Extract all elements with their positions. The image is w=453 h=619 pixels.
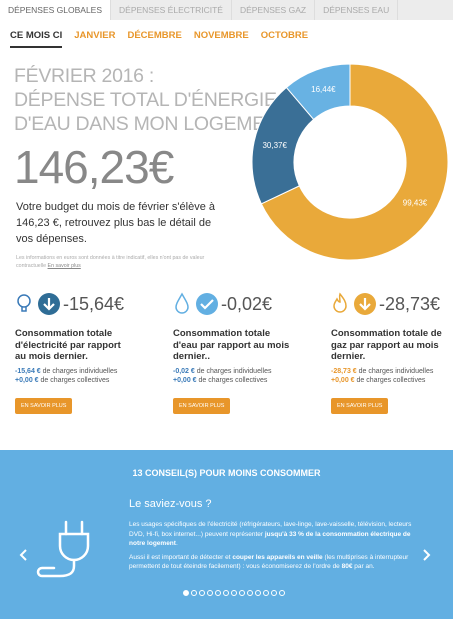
card-icons bbox=[333, 292, 376, 315]
carousel-dot[interactable] bbox=[191, 590, 197, 596]
card-icons bbox=[175, 292, 218, 315]
card-details: -28,73 € de charges individuelles +0,00 €… bbox=[331, 368, 433, 385]
collective: +0,00 € bbox=[331, 376, 355, 384]
collective: +0,00 € bbox=[173, 376, 197, 384]
summary-text: Votre budget du mois de février s'élève … bbox=[16, 201, 215, 245]
card-amount: -28,73€ bbox=[379, 294, 441, 314]
donut-slice bbox=[285, 63, 351, 121]
card-title: Consommation totale de gaz par rapport a… bbox=[331, 328, 442, 362]
collective-text: de charges collectives bbox=[198, 376, 268, 384]
more-button[interactable]: EN SAVOIR PLUS bbox=[173, 398, 231, 414]
card-icons bbox=[17, 293, 60, 315]
tab[interactable]: DÉPENSES EAU bbox=[315, 0, 399, 20]
card-amount: -0,02€ bbox=[221, 294, 273, 314]
tip-text: (les multiprises à interrupteur permette… bbox=[129, 553, 409, 571]
tab-bar: DÉPENSES GLOBALES DÉPENSES ÉLECTRICITÉ D… bbox=[0, 0, 453, 20]
period-tab[interactable]: DÉCEMBRE bbox=[127, 30, 182, 41]
individual-text: de charges individuelles bbox=[358, 368, 434, 375]
individual: -28,73 € bbox=[331, 368, 357, 375]
tip-text: . bbox=[175, 540, 178, 547]
card-title: Consommation totale d'eau par rapport au… bbox=[173, 328, 290, 362]
collective: +0,00 € bbox=[15, 376, 39, 384]
plug-icon bbox=[36, 520, 90, 578]
more-button[interactable]: EN SAVOIR PLUS bbox=[331, 398, 389, 414]
tab[interactable]: DÉPENSES ÉLECTRICITÉ bbox=[111, 0, 232, 20]
next-arrow[interactable] bbox=[422, 548, 432, 562]
heading: FÉVRIER 2016 : DÉPENSE TOTAL D'ÉNERGIE &… bbox=[14, 64, 295, 136]
tips-body: Les usages spécifiques de l'électricité … bbox=[129, 520, 427, 576]
tip-text: Les usages spécifiques de l'électricité … bbox=[129, 521, 412, 538]
donut-slice bbox=[260, 63, 449, 261]
period-tab[interactable]: JANVIER bbox=[74, 30, 116, 41]
carousel-dot[interactable] bbox=[279, 590, 285, 596]
tips-section: 13 CONSEIL(S) POUR MOINS CONSOMMER Le sa… bbox=[0, 450, 453, 619]
slice-label: 30,37€ bbox=[262, 141, 287, 150]
individual-text: de charges individuelles bbox=[196, 368, 272, 375]
collective-text: de charges collectives bbox=[40, 376, 110, 384]
slice-label: 99,43€ bbox=[403, 198, 428, 207]
period-tab[interactable]: NOVEMBRE bbox=[193, 30, 249, 41]
carousel-dot[interactable] bbox=[247, 590, 253, 596]
card-details: -0,02 € de charges individuelles +0,00 € … bbox=[173, 368, 271, 385]
carousel-dot[interactable] bbox=[183, 590, 189, 596]
note-text: Les informations en euros sont données à… bbox=[16, 255, 205, 269]
note: Les informations en euros sont données à… bbox=[16, 254, 216, 270]
period-tab[interactable]: CE MOIS CI bbox=[10, 30, 63, 48]
card-amount: -15,64€ bbox=[63, 294, 125, 314]
donut-chart: 99,43€ 30,37€ 16,44€ bbox=[251, 63, 449, 261]
period-nav: CE MOIS CI JANVIER DÉCEMBRE NOVEMBRE OCT… bbox=[10, 30, 308, 48]
note-link[interactable]: En savoir plus bbox=[47, 263, 81, 269]
slice-label: 16,44€ bbox=[311, 85, 336, 94]
tip-paragraph: Aussi il est important de détecter et co… bbox=[129, 553, 427, 572]
carousel-dot[interactable] bbox=[215, 590, 221, 596]
prev-arrow[interactable] bbox=[18, 548, 28, 562]
individual-text: de charges individuelles bbox=[42, 368, 118, 375]
tips-title: 13 CONSEIL(S) POUR MOINS CONSOMMER bbox=[132, 468, 321, 478]
tip-text: jusqu'à 33 % de la consommation électriq… bbox=[129, 530, 411, 548]
carousel-dot[interactable] bbox=[255, 590, 261, 596]
carousel-dot[interactable] bbox=[223, 590, 229, 596]
collective-text: de charges collectives bbox=[356, 376, 426, 384]
tip-text: par an. bbox=[352, 563, 375, 570]
tips-subtitle: Le saviez-vous ? bbox=[129, 498, 212, 510]
carousel-dot[interactable] bbox=[239, 590, 245, 596]
tip-paragraph: Les usages spécifiques de l'électricité … bbox=[129, 520, 427, 549]
carousel-dot[interactable] bbox=[271, 590, 277, 596]
carousel-dots bbox=[183, 590, 285, 596]
tip-text: 80€ bbox=[341, 563, 353, 570]
total: 146,23€ bbox=[14, 141, 174, 193]
tab[interactable]: DÉPENSES GAZ bbox=[232, 0, 316, 20]
individual: -15,64 € bbox=[15, 368, 41, 375]
carousel-dot[interactable] bbox=[263, 590, 269, 596]
heading-line: D'EAU DANS MON LOGEMENT. bbox=[14, 113, 294, 135]
tab[interactable]: DÉPENSES GLOBALES bbox=[0, 0, 112, 20]
period-tab[interactable]: OCTOBRE bbox=[260, 30, 309, 41]
heading-line: DÉPENSE TOTAL D'ÉNERGIE & bbox=[14, 89, 295, 111]
carousel-dot[interactable] bbox=[207, 590, 213, 596]
carousel-dot[interactable] bbox=[231, 590, 237, 596]
tip-text: Aussi il est important de détecter et bbox=[129, 553, 233, 561]
carousel-dot[interactable] bbox=[199, 590, 205, 596]
individual: -0,02 € bbox=[173, 368, 195, 375]
card-title: Consommation totale d'électricité par ra… bbox=[15, 328, 121, 362]
heading-line: FÉVRIER 2016 : bbox=[14, 65, 154, 87]
card-details: -15,64 € de charges individuelles +0,00 €… bbox=[15, 368, 117, 385]
more-button[interactable]: EN SAVOIR PLUS bbox=[15, 398, 73, 414]
tip-text: couper les appareils en veille bbox=[232, 553, 323, 561]
